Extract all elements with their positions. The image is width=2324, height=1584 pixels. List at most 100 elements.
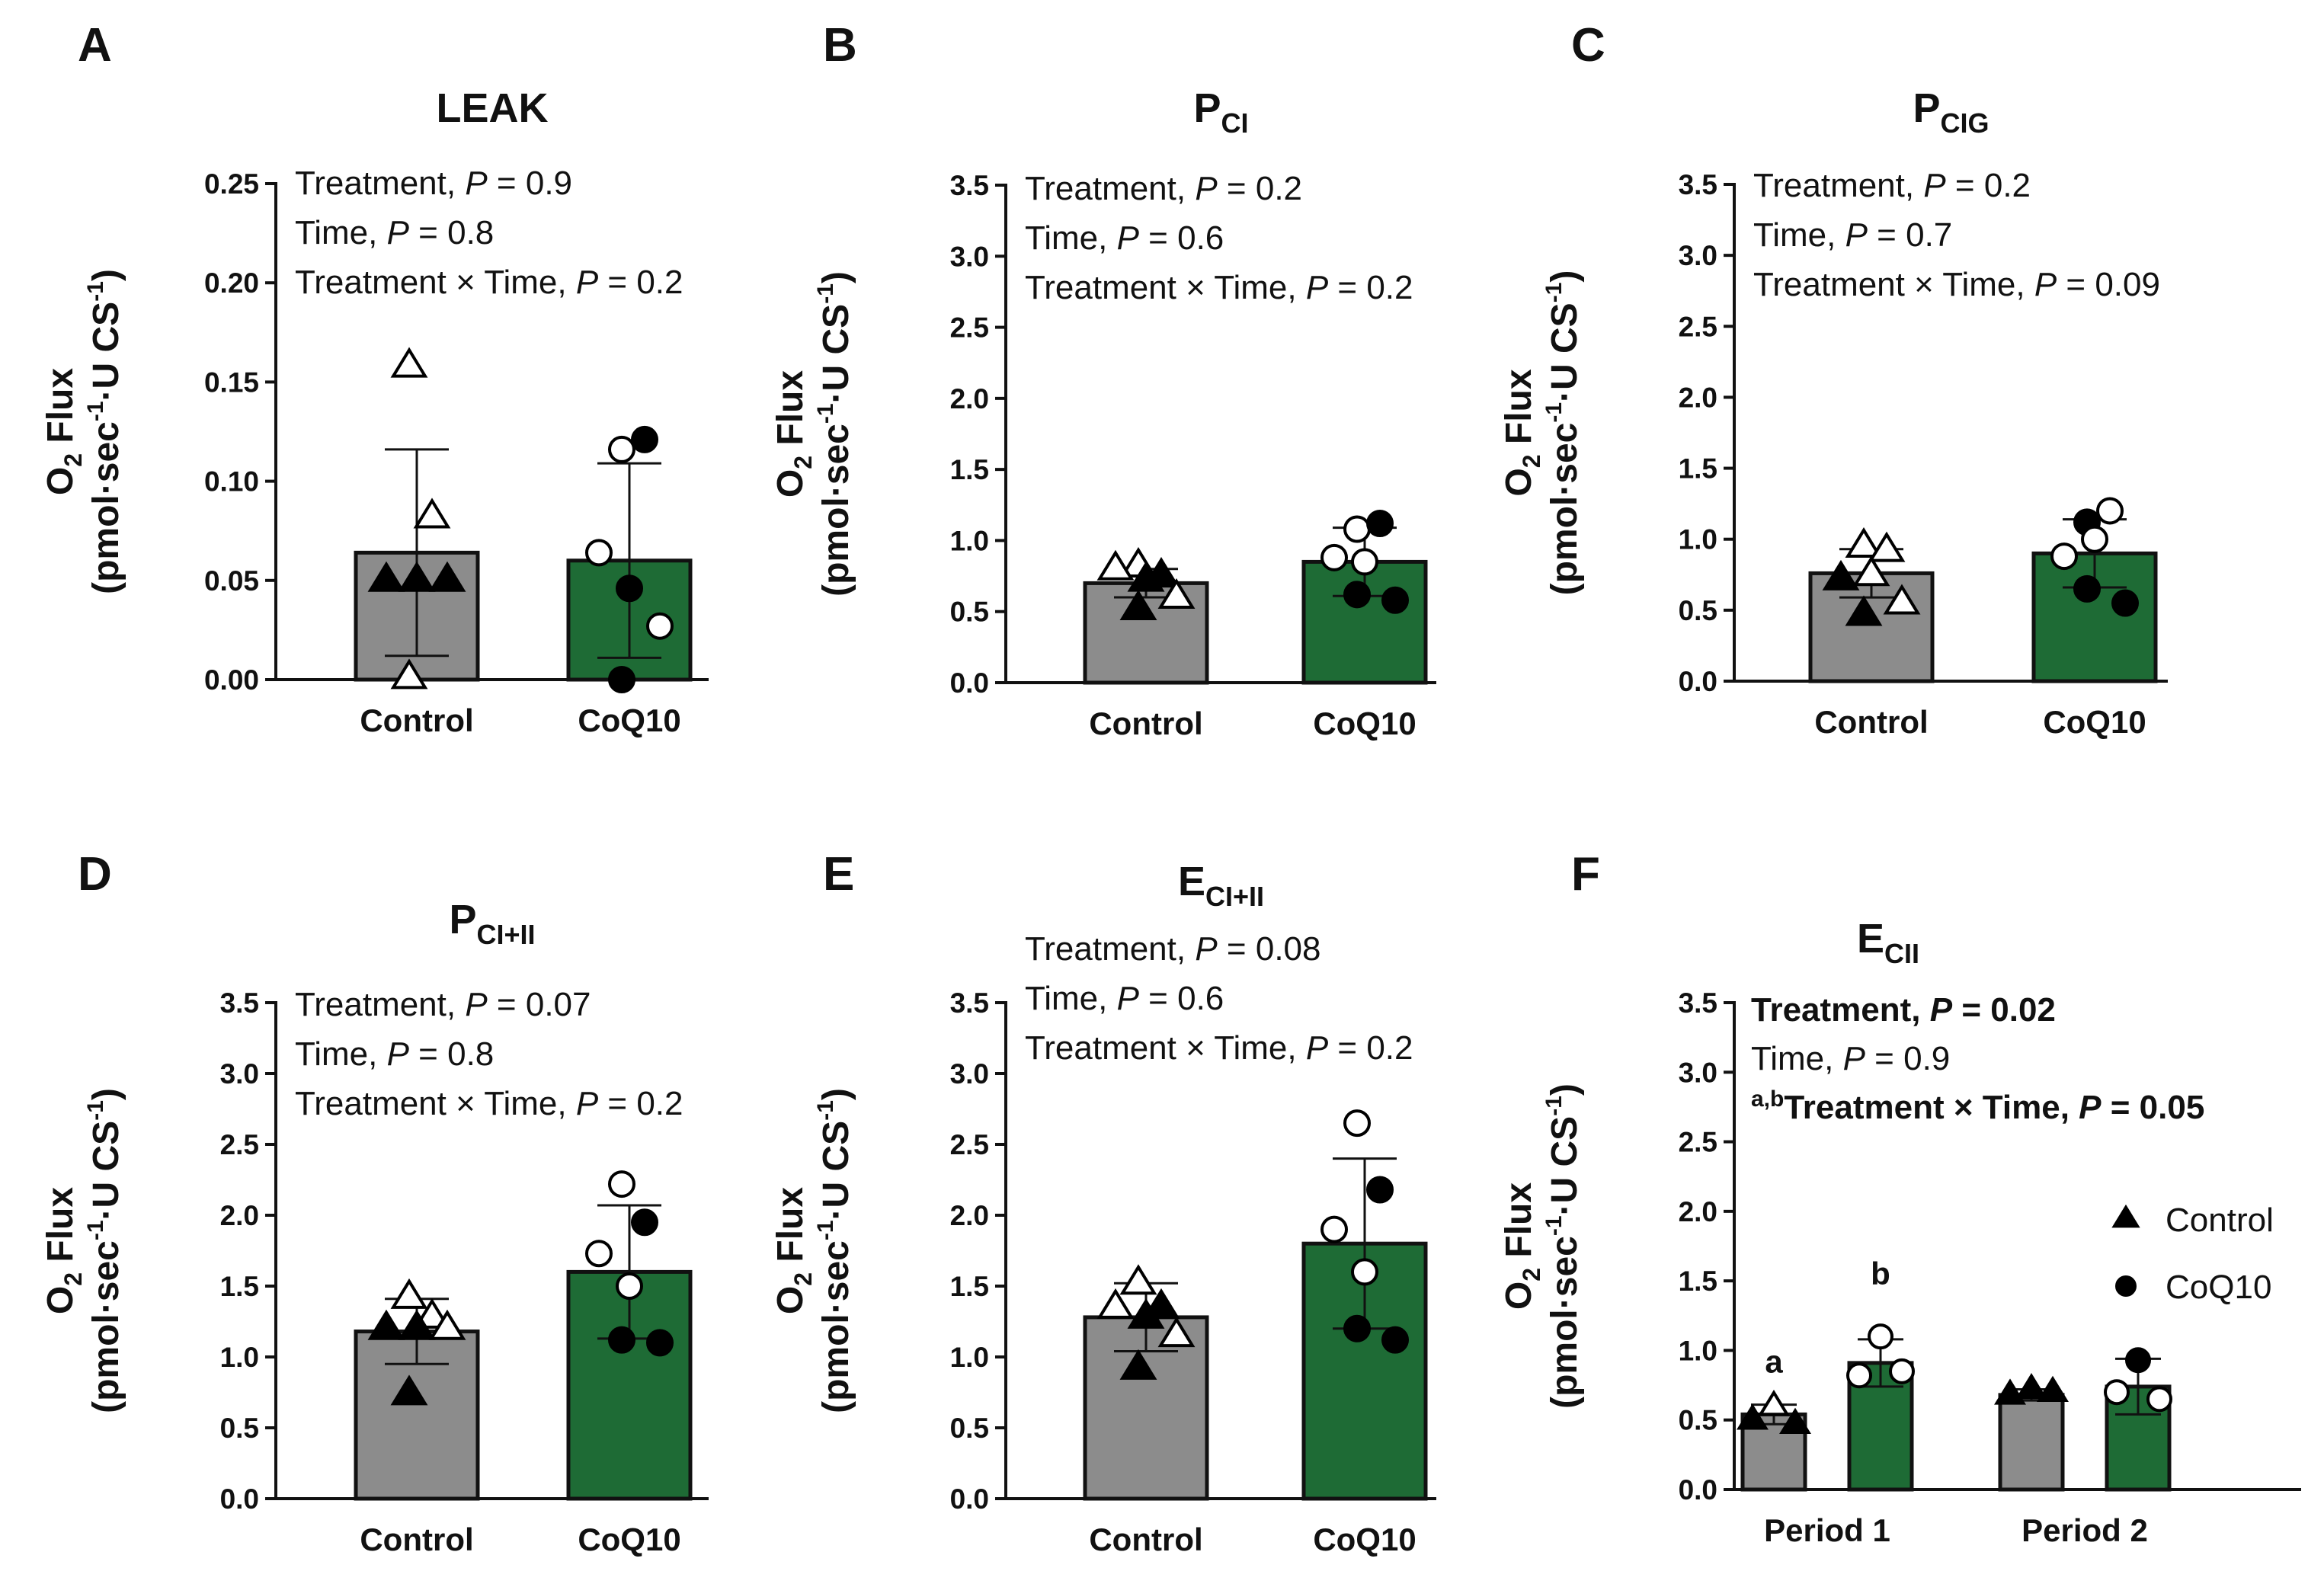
ylab-unit-c: ): [1545, 270, 1585, 283]
y-tick-label: 3.0: [1679, 1057, 1717, 1088]
stat-p: P: [465, 165, 488, 202]
x-category-label: Period 1: [1764, 1512, 1890, 1548]
data-point-circle: [608, 435, 635, 463]
stat-p: P: [2079, 1089, 2102, 1126]
ylab-sub-2: 2: [59, 1272, 87, 1286]
y-tick-label: 0.0: [1679, 1474, 1717, 1506]
data-point-circle: [1366, 1176, 1394, 1204]
data-point-triangle: [1883, 584, 1921, 615]
stat-label: Time,: [1753, 216, 1845, 254]
stat-line: Treatment, P = 0.2: [1025, 170, 1302, 207]
ylab-unit-sup2: -1: [83, 1100, 108, 1121]
ylab-sub-2: 2: [1518, 454, 1545, 468]
data-point-triangle: [2015, 1373, 2047, 1400]
y-axis-title-line2: (pmol·sec-1·U CS-1): [1541, 1083, 1585, 1409]
stat-line: Treatment, P = 0.02: [1751, 991, 2056, 1029]
y-tick-label: 1.5: [1679, 453, 1717, 485]
data-point-triangle: [428, 561, 466, 592]
stat-value: = 0.2: [1946, 167, 2031, 204]
stat-p: P: [387, 214, 410, 251]
ylab-unit-sup1: -1: [1541, 1215, 1567, 1236]
data-point-triangle: [1119, 589, 1157, 620]
y-tick-label: 1.0: [220, 1342, 259, 1373]
stat-p: P: [1195, 170, 1218, 207]
data-point-circle: [2125, 1347, 2151, 1374]
data-point-triangle: [428, 1309, 466, 1340]
data-point-triangle: [2037, 1375, 2069, 1403]
y-tick-label: 3.0: [950, 241, 989, 272]
stat-value: = 0.02: [1952, 991, 2056, 1029]
ylab-unit-a: (pmol·sec: [86, 1240, 126, 1413]
data-point-circle: [631, 425, 658, 453]
ylab-unit-sup2: -1: [813, 283, 838, 304]
stat-label: Treatment,: [1751, 991, 1930, 1029]
y-axis-title-line1: O2 Flux: [40, 1187, 87, 1314]
y-tick-label: 1.0: [1679, 1335, 1717, 1366]
stat-label: Time,: [1751, 1040, 1843, 1077]
data-point-circle: [1343, 1109, 1371, 1138]
stat-label: Treatment × Time,: [1753, 266, 2034, 303]
ylab-unit-c: ): [1545, 1083, 1585, 1096]
stat-value: = 0.2: [598, 264, 683, 301]
y-tick-label: 2.5: [950, 1129, 989, 1160]
y-tick-label: 1.0: [950, 1342, 989, 1373]
x-category-label: Control: [1814, 704, 1928, 740]
data-point-triangle: [1779, 1407, 1811, 1435]
stat-p: P: [1930, 991, 1953, 1029]
stat-label: Treatment,: [1025, 170, 1195, 207]
ylab-o: O: [770, 469, 811, 498]
data-point-triangle: [2111, 1204, 2140, 1228]
y-tick-label: 0.00: [204, 664, 259, 696]
y-axis-title-line1: O2 Flux: [770, 1187, 817, 1314]
data-point-circle: [1889, 1358, 1915, 1384]
data-point-circle: [1343, 515, 1371, 543]
ylab-o: O: [40, 1286, 81, 1314]
x-category-label: Control: [360, 702, 473, 738]
y-axis-title: O2 Flux(pmol·sec-1·U CS-1): [1499, 270, 1585, 596]
stat-value: = 0.2: [1328, 1029, 1413, 1067]
y-tick-label: 2.0: [1679, 1196, 1717, 1227]
ylab-unit-b: ·U CS: [86, 1121, 126, 1221]
data-point-triangle: [367, 1309, 405, 1340]
panel-letter: F: [1571, 848, 1600, 901]
ylab-unit-c: ): [816, 1088, 856, 1100]
x-category-label: CoQ10: [2043, 704, 2146, 740]
ylab-flux: Flux: [40, 1187, 81, 1272]
ylab-o: O: [40, 467, 81, 495]
data-point-circle: [616, 1272, 643, 1300]
stat-p: P: [2034, 266, 2057, 303]
ylab-o: O: [770, 1286, 811, 1314]
y-tick-label: 0.10: [204, 466, 259, 498]
stat-line: Time, P = 0.8: [295, 1035, 494, 1073]
stat-label: Time,: [295, 214, 387, 251]
x-category-label: Period 2: [2021, 1512, 2148, 1548]
y-axis-title: O2 Flux(pmol·sec-1·U CS-1): [770, 1088, 856, 1413]
ylab-flux: Flux: [1499, 369, 1539, 454]
stat-line: Time, P = 0.8: [295, 214, 494, 251]
ylab-unit-sup1: -1: [813, 403, 838, 424]
data-point-circle: [608, 1326, 635, 1354]
data-point-circle: [1343, 581, 1371, 609]
data-point-triangle: [1119, 1264, 1157, 1295]
y-tick-label: 0.5: [1679, 1405, 1717, 1436]
stat-line: Treatment, P = 0.9: [295, 165, 572, 202]
data-point-circle: [2111, 589, 2139, 617]
y-axis-title-line1: O2 Flux: [1499, 1182, 1545, 1310]
y-tick-label: 0.0: [220, 1483, 259, 1515]
ylab-flux: Flux: [770, 370, 811, 456]
stat-label: Treatment × Time,: [1025, 1029, 1306, 1067]
ylab-unit-b: ·U CS: [86, 302, 126, 402]
panel-letter: E: [823, 848, 854, 901]
panel-title: PCI+II: [449, 897, 535, 950]
data-point-circle: [646, 612, 674, 640]
data-point-triangle: [398, 1309, 436, 1340]
data-point-circle: [1320, 543, 1348, 571]
ylab-unit-a: (pmol·sec: [816, 424, 856, 597]
stat-value: = 0.2: [598, 1085, 683, 1122]
ylab-unit-sup2: -1: [813, 1100, 838, 1121]
title-main-text: P: [1193, 85, 1221, 131]
data-point-circle: [2104, 1379, 2130, 1406]
